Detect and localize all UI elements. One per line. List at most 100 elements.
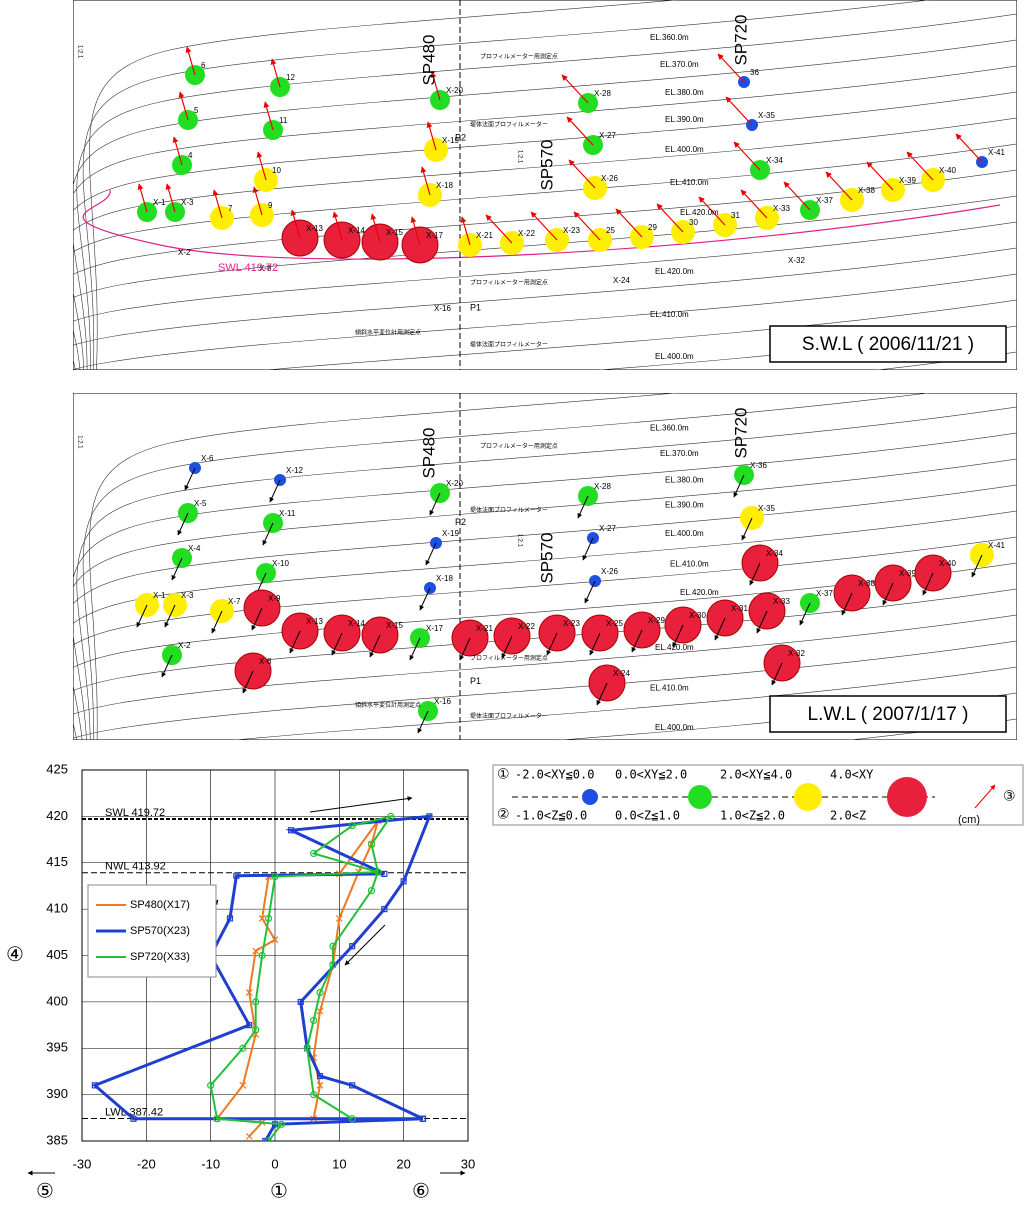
- point-label: 30: [689, 218, 698, 227]
- x-tick-label: 30: [461, 1156, 475, 1171]
- point-label: X-15: [386, 228, 403, 237]
- point-label: X-27: [599, 524, 616, 533]
- point-label: X-37: [816, 196, 833, 205]
- y-tick-label: 410: [46, 901, 68, 916]
- point-label: X-17: [426, 624, 443, 633]
- x-tick-label: -20: [137, 1156, 156, 1171]
- map-note: 傾斜水平変位計用測定点: [355, 329, 421, 337]
- point-label: X-22: [518, 229, 535, 238]
- point-label: X-33: [773, 597, 790, 606]
- elevation-label: EL.400.0m: [655, 723, 694, 732]
- point-label: X-40: [939, 559, 956, 568]
- key-unit: (cm): [958, 814, 980, 826]
- point-label: X-32: [788, 649, 805, 658]
- point-label: X-35: [758, 504, 775, 513]
- key-text: -1.0<Z≦0.0: [515, 809, 587, 823]
- point-label: X-21: [476, 231, 493, 240]
- point-label: X-40: [939, 166, 956, 175]
- reference-label: SWL 419.72: [105, 807, 165, 819]
- point-label: X-16: [434, 304, 451, 313]
- key-text: -2.0<XY≦0.0: [515, 768, 594, 782]
- point-label: X-20: [446, 86, 463, 95]
- date-label: L.W.L ( 2007/1/17 ): [808, 704, 969, 725]
- key-swatch: [887, 777, 927, 817]
- elevation-label: EL.410.0m: [670, 560, 709, 569]
- point-label: 4: [188, 151, 193, 160]
- point-label: X-2: [178, 248, 191, 257]
- point-label: X-32: [788, 256, 805, 265]
- y-tick-label: 385: [46, 1132, 68, 1147]
- point-label: X-24: [613, 276, 630, 285]
- section-label: SP720: [731, 14, 750, 65]
- point-label: X-23: [563, 226, 580, 235]
- map-note: プロフィルメーター用測定点: [470, 654, 548, 662]
- elevation-label: EL.360.0m: [650, 33, 689, 42]
- elevation-label: EL.370.0m: [660, 449, 699, 458]
- point-label: X-23: [563, 619, 580, 628]
- elevation-label: EL.390.0m: [665, 115, 704, 124]
- section-label: SP570: [537, 139, 556, 190]
- point-label: X-26: [601, 174, 618, 183]
- y-tick-label: 425: [46, 761, 68, 776]
- axis-marker: ⑤: [36, 1180, 54, 1202]
- elevation-label: EL.410.0m: [670, 178, 709, 187]
- point-label: X-7: [228, 597, 241, 606]
- elevation-label: EL.400.0m: [655, 352, 694, 361]
- elevation-label: EL.400.0m: [665, 145, 704, 154]
- point-label: X-21: [476, 624, 493, 633]
- point-label: X-9: [268, 594, 281, 603]
- point-label: X-39: [899, 176, 916, 185]
- map-note: プロフィルメーター用測定点: [480, 442, 558, 450]
- elevation-label: EL.410.0m: [650, 310, 689, 319]
- key-text: 4.0<XY: [830, 768, 874, 782]
- point-label: 5: [194, 106, 199, 115]
- point-label: X-13: [306, 617, 323, 626]
- point-label: X-15: [386, 621, 403, 630]
- point-label: X-29: [648, 616, 665, 625]
- legend-label: SP720(X33): [130, 951, 190, 963]
- point-label: X-34: [766, 549, 783, 558]
- key-marker: ③: [1003, 788, 1016, 804]
- point-label: X-39: [899, 569, 916, 578]
- point-label: X-14: [348, 226, 365, 235]
- point-label: 7: [228, 204, 233, 213]
- elevation-label: EL.360.0m: [650, 424, 689, 433]
- point-label: 11: [279, 116, 288, 125]
- point-label: 25: [606, 226, 615, 235]
- point-label: X-41: [988, 541, 1005, 550]
- elevation-label: EL.370.0m: [660, 60, 699, 69]
- map-note: 1:2.1: [76, 45, 82, 59]
- key-legend: ①②-2.0<XY≦0.0-1.0<Z≦0.00.0<XY≦2.00.0<Z≦1…: [493, 765, 1023, 826]
- figure: 654X-3X-171211109X-13X-14X-15X-17X-20X-1…: [0, 0, 1026, 1205]
- point-label: 36: [750, 68, 759, 77]
- point-label: X-14: [348, 619, 365, 628]
- elevation-label: EL.420.0m: [680, 208, 719, 217]
- map-note: 堤体法面プロフィルメーター: [470, 712, 548, 720]
- key-text: 0.0<Z≦1.0: [615, 809, 680, 823]
- point-label: X-34: [766, 156, 783, 165]
- section-label: SP570: [537, 532, 556, 583]
- y-tick-label: 405: [46, 947, 68, 962]
- point-label: X-1: [153, 591, 166, 600]
- elevation-label: EL.410.0m: [650, 684, 689, 693]
- point-label: X-18: [436, 181, 453, 190]
- key-swatch: [582, 789, 598, 805]
- point-label: X-28: [594, 89, 611, 98]
- map-note: 傾斜水平変位計用測定点: [355, 701, 421, 709]
- y-tick-label: 400: [46, 993, 68, 1008]
- map-note: プロフィルメーター用測定点: [470, 279, 548, 287]
- point-label: 9: [268, 201, 273, 210]
- y-tick-label: 415: [46, 854, 68, 869]
- x-tick-label: 10: [332, 1156, 346, 1171]
- point-label: X-8: [259, 657, 272, 666]
- point-label: 31: [731, 211, 740, 220]
- point-label: X-5: [194, 499, 207, 508]
- point-label: X-28: [594, 482, 611, 491]
- point-label: X-18: [436, 574, 453, 583]
- point-label: X-16: [434, 697, 451, 706]
- point-label: X-3: [181, 198, 194, 207]
- x-tick-label: 0: [271, 1156, 278, 1171]
- legend-label: SP570(X23): [130, 925, 190, 937]
- elevation-label: EL.420.0m: [655, 267, 694, 276]
- legend-label: SP480(X17): [130, 899, 190, 911]
